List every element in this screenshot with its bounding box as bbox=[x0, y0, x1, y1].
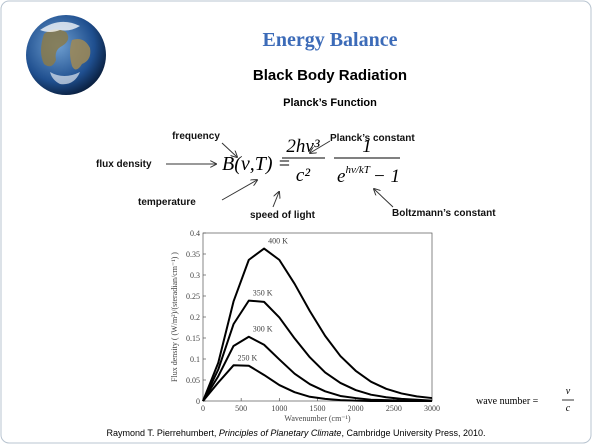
y-tick-label: 0.4 bbox=[190, 229, 200, 238]
curve bbox=[202, 364, 432, 402]
curve-label: 300 K bbox=[253, 325, 273, 334]
slide-title: Energy Balance bbox=[263, 29, 398, 51]
formula-denominator: c² bbox=[296, 165, 310, 186]
x-tick-label: 1000 bbox=[271, 404, 287, 413]
formula: B(ν,T) = 2hν³ c² 1 ehν/kT − 1 bbox=[222, 136, 400, 187]
x-axis-label: Wavenumber (cm⁻¹) bbox=[284, 414, 351, 423]
formula-lhs: B(ν,T) = bbox=[222, 153, 291, 175]
annotation: speed of light bbox=[250, 210, 316, 221]
y-axis-label: Flux density ( (W/m²)/(steradian/cm⁻¹) ) bbox=[170, 252, 179, 382]
curve-label: 250 K bbox=[238, 353, 258, 362]
y-tick-label: 0.1 bbox=[190, 355, 200, 364]
citation: Raymond T. Pierrehumbert, Principles of … bbox=[106, 428, 485, 438]
y-tick-label: 0 bbox=[196, 397, 200, 406]
x-tick-label: 500 bbox=[235, 404, 247, 413]
y-tick-label: 0.2 bbox=[190, 313, 200, 322]
arrow bbox=[310, 140, 331, 153]
minus-one: − 1 bbox=[373, 166, 400, 187]
formula-heading: Planck’s Function bbox=[283, 97, 377, 109]
y-tick-label: 0.05 bbox=[186, 376, 200, 385]
curve-label: 350 K bbox=[253, 289, 273, 298]
arrow bbox=[272, 192, 279, 208]
x-tick-label: 0 bbox=[201, 404, 205, 413]
exponent: hν/kT bbox=[345, 164, 370, 176]
formula-denominator: ehν/kT − 1 bbox=[337, 164, 400, 187]
citation-book: Principles of Planetary Climate bbox=[219, 428, 342, 438]
arrow bbox=[221, 142, 237, 157]
fraction-denominator: c bbox=[566, 403, 571, 414]
arrow bbox=[221, 180, 257, 201]
y-tick-label: 0.15 bbox=[186, 334, 200, 343]
exp-base: e bbox=[337, 166, 345, 187]
chart: 0 0.05 0.1 0.15 0.2 0.25 0.3 0.35 0.4 0 500 1000 150… bbox=[160, 228, 442, 423]
curve bbox=[202, 247, 433, 402]
citation-rest: , Cambridge University Press, 2010. bbox=[341, 428, 485, 438]
earth-icon bbox=[26, 15, 106, 95]
x-tick-label: 1500 bbox=[310, 404, 326, 413]
y-tick-label: 0.35 bbox=[186, 250, 200, 259]
x-tick-label: 3000 bbox=[424, 404, 440, 413]
curve bbox=[202, 299, 433, 402]
arrow bbox=[374, 189, 394, 208]
subtitle: Black Body Radiation bbox=[253, 67, 407, 84]
wave-number-label: wave number = bbox=[476, 396, 539, 407]
curve-label: 400 K bbox=[268, 237, 288, 246]
y-tick-label: 0.3 bbox=[190, 271, 200, 280]
y-tick-label: 0.25 bbox=[186, 292, 200, 301]
x-tick-label: 2000 bbox=[348, 404, 364, 413]
annotation: flux density bbox=[96, 159, 152, 170]
fraction-numerator: ν bbox=[566, 386, 571, 397]
annotation: temperature bbox=[138, 197, 196, 208]
formula-numerator: 1 bbox=[362, 136, 372, 157]
annotation: frequency bbox=[172, 131, 220, 142]
annotation: Planck’s constant bbox=[330, 133, 415, 144]
annotation: Boltzmann’s constant bbox=[392, 208, 496, 219]
x-tick-label: 2500 bbox=[386, 404, 402, 413]
citation-author: Raymond T. Pierrehumbert, bbox=[106, 428, 218, 438]
chart-background bbox=[160, 228, 442, 420]
formula-numerator: 2hν³ bbox=[286, 136, 319, 157]
